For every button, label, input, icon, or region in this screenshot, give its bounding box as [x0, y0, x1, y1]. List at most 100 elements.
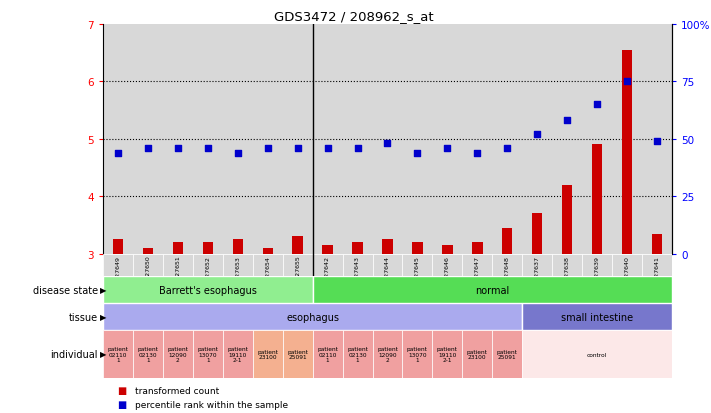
Bar — [562, 185, 572, 254]
Bar — [313, 25, 343, 254]
Text: GSM327647: GSM327647 — [475, 255, 480, 293]
Bar — [113, 240, 123, 254]
Bar — [402, 330, 432, 378]
Bar — [432, 254, 462, 277]
Bar — [612, 25, 642, 254]
Point — [172, 145, 183, 152]
Bar — [133, 25, 163, 254]
Bar — [462, 254, 492, 277]
Bar — [522, 254, 552, 277]
Bar — [313, 330, 343, 378]
Bar — [442, 245, 453, 254]
Text: patient
23100: patient 23100 — [467, 349, 488, 360]
Bar — [343, 330, 373, 378]
Bar — [163, 254, 193, 277]
Text: GSM327649: GSM327649 — [116, 255, 121, 293]
Text: patient
12090
2: patient 12090 2 — [168, 346, 188, 363]
Text: patient
02130
1: patient 02130 1 — [137, 346, 159, 363]
Text: patient
13070
1: patient 13070 1 — [407, 346, 428, 363]
Text: GSM327640: GSM327640 — [624, 255, 629, 293]
Bar — [163, 25, 193, 254]
Point — [202, 145, 213, 152]
Point — [232, 150, 243, 157]
Text: tissue: tissue — [69, 312, 98, 322]
Bar — [193, 254, 223, 277]
Bar — [402, 25, 432, 254]
Bar — [133, 254, 163, 277]
Text: ▶: ▶ — [100, 350, 106, 358]
Text: patient
02130
1: patient 02130 1 — [347, 346, 368, 363]
Text: ▶: ▶ — [100, 313, 106, 321]
Point — [562, 118, 573, 124]
Text: esophagus: esophagus — [286, 312, 339, 322]
Bar — [262, 248, 273, 254]
Text: GSM327648: GSM327648 — [505, 255, 510, 293]
Bar — [143, 248, 154, 254]
Bar — [133, 330, 163, 378]
Bar — [343, 25, 373, 254]
Point — [322, 145, 333, 152]
Point — [651, 138, 663, 145]
Bar — [163, 330, 193, 378]
Text: normal: normal — [475, 285, 509, 295]
Bar — [173, 242, 183, 254]
Text: GSM327645: GSM327645 — [415, 255, 420, 293]
Bar — [232, 240, 243, 254]
Text: patient
25091: patient 25091 — [287, 349, 308, 360]
Text: patient
02110
1: patient 02110 1 — [107, 346, 129, 363]
Bar — [462, 25, 492, 254]
Point — [471, 150, 483, 157]
Text: GSM327638: GSM327638 — [565, 255, 570, 293]
Bar — [322, 245, 333, 254]
Bar — [592, 145, 602, 254]
Bar — [621, 50, 632, 254]
Text: GSM327652: GSM327652 — [205, 255, 210, 293]
Bar — [103, 277, 313, 304]
Bar — [642, 254, 672, 277]
Text: patient
25091: patient 25091 — [497, 349, 518, 360]
Bar — [203, 242, 213, 254]
Text: Barrett's esophagus: Barrett's esophagus — [159, 285, 257, 295]
Text: GSM327643: GSM327643 — [355, 255, 360, 293]
Bar — [642, 25, 672, 254]
Text: ■: ■ — [117, 399, 127, 409]
Bar — [522, 330, 672, 378]
Bar — [472, 242, 483, 254]
Point — [532, 131, 543, 138]
Text: GSM327650: GSM327650 — [146, 255, 151, 293]
Text: control: control — [587, 351, 607, 357]
Text: patient
02110
1: patient 02110 1 — [317, 346, 338, 363]
Bar — [582, 254, 612, 277]
Bar — [522, 304, 672, 330]
Point — [292, 145, 304, 152]
Text: GSM327646: GSM327646 — [445, 255, 450, 293]
Bar — [612, 254, 642, 277]
Text: transformed count: transformed count — [135, 386, 219, 395]
Point — [382, 141, 393, 147]
Text: GDS3472 / 208962_s_at: GDS3472 / 208962_s_at — [274, 10, 434, 23]
Point — [352, 145, 363, 152]
Point — [442, 145, 453, 152]
Bar — [193, 330, 223, 378]
Bar — [103, 254, 133, 277]
Text: GSM327642: GSM327642 — [325, 255, 330, 293]
Text: GSM327639: GSM327639 — [594, 255, 599, 293]
Text: GSM327641: GSM327641 — [654, 255, 659, 293]
Bar — [373, 25, 402, 254]
Bar — [462, 330, 492, 378]
Bar — [492, 330, 522, 378]
Point — [412, 150, 423, 157]
Bar — [292, 237, 303, 254]
Bar — [103, 304, 522, 330]
Text: GSM327651: GSM327651 — [176, 255, 181, 293]
Text: ▶: ▶ — [100, 286, 106, 294]
Bar — [253, 254, 283, 277]
Text: patient
23100: patient 23100 — [257, 349, 278, 360]
Bar — [223, 330, 253, 378]
Point — [112, 150, 124, 157]
Bar — [432, 25, 462, 254]
Bar — [253, 25, 283, 254]
Text: patient
13070
1: patient 13070 1 — [198, 346, 218, 363]
Bar — [402, 254, 432, 277]
Bar — [383, 240, 392, 254]
